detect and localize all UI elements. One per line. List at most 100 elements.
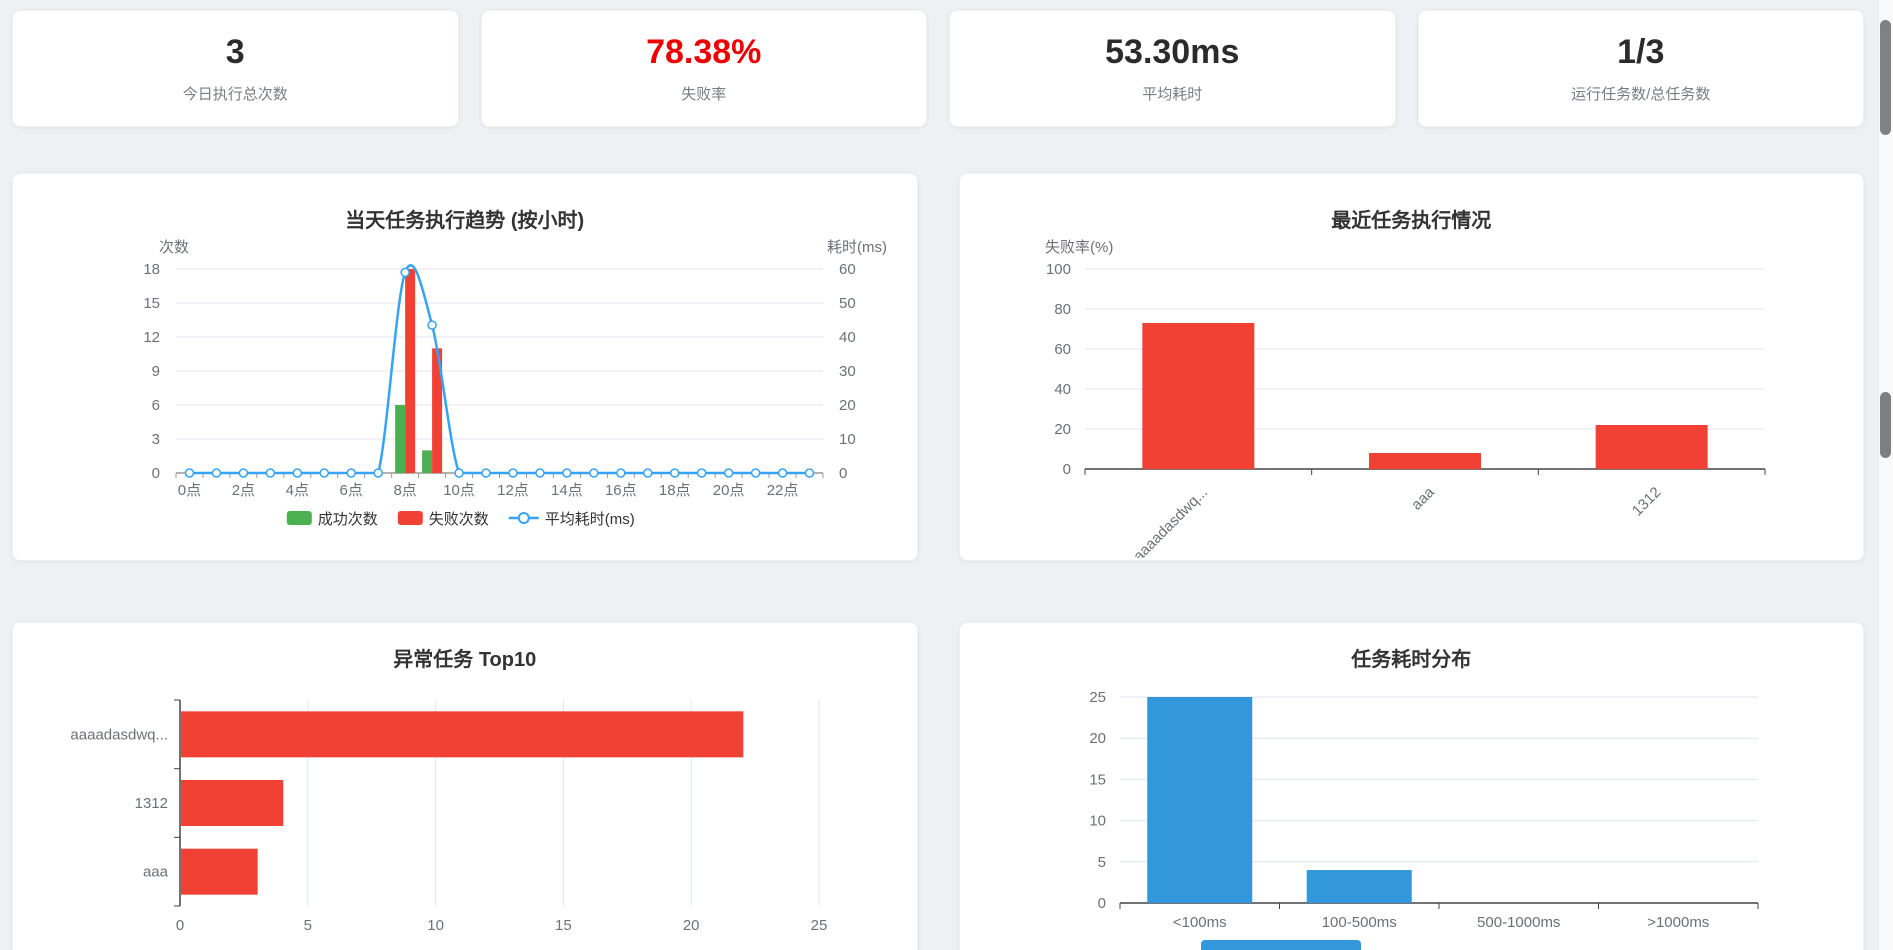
legend-item-1[interactable]: 失败次数: [397, 511, 489, 528]
x-axis-label: 4点: [286, 482, 309, 499]
bar-100-500ms[interactable]: [1306, 870, 1412, 903]
bar-1312[interactable]: [1595, 425, 1708, 469]
y-axis-label: aaa: [143, 864, 169, 881]
y-axis-tick: 20: [1054, 421, 1071, 438]
line-marker-21[interactable]: [750, 468, 761, 478]
bar-成功次数-8[interactable]: [395, 405, 406, 473]
line-marker-17[interactable]: [643, 468, 653, 478]
line-marker-7[interactable]: [373, 468, 383, 478]
y-axis-tick: 10: [1089, 813, 1106, 830]
line-marker-5[interactable]: [319, 468, 330, 478]
duration-distribution-chart[interactable]: 0 5 10 15 20 25 <100ms 100-500ms 500-1000ms >1000…: [960, 673, 1864, 950]
x-axis-label: aaaadasdwq...: [1130, 484, 1211, 558]
x-axis-label: 0点: [178, 482, 201, 499]
line-marker-15[interactable]: [589, 468, 599, 478]
bar-<100ms[interactable]: [1146, 697, 1252, 903]
line-marker-3[interactable]: [265, 468, 276, 478]
page-scrollbar-thumb[interactable]: [1880, 20, 1891, 135]
line-marker-6[interactable]: [346, 468, 356, 478]
hourly-trend-canvas[interactable]: 0 3 6 9 12 15 18 0 10 20 30 40 50 60 次数 耗时(ms) 0点 2点 4点 6点 8…: [13, 234, 909, 558]
y-axis-tick: 0: [1097, 895, 1105, 912]
abnormal-top10-chart[interactable]: 0 5 10 15 20 25 aaaadasdwq... 1312 aaa: [13, 673, 917, 950]
stat-card-average-duration: 53.30ms 平均耗时: [949, 10, 1396, 127]
page-scrollbar-track[interactable]: [1878, 0, 1893, 950]
line-marker-10[interactable]: [454, 468, 464, 478]
dashboard-content: 3 今日执行总次数 78.38% 失败率 53.30ms 平均耗时 1/3 运行…: [12, 10, 1864, 950]
right-axis-tick: 20: [839, 397, 856, 414]
y-axis-tick: 5: [1097, 854, 1105, 871]
line-marker-4[interactable]: [292, 468, 303, 478]
bar-aaaadasdwq...[interactable]: [181, 711, 744, 758]
left-axis-name: 次数: [159, 239, 189, 256]
line-marker-18[interactable]: [669, 468, 680, 478]
recent-tasks-chart[interactable]: 0 20 40 60 80 100 失败率(%) aaaadasdwq... aaa 1312: [960, 234, 1864, 558]
x-axis-label: 2点: [232, 482, 255, 499]
chart-card-abnormal-top10: 异常任务 Top10 0 5 10 15 20 25 aaaadasdwq... 1312 aa…: [12, 622, 918, 950]
bar-1312[interactable]: [181, 780, 284, 826]
x-axis-label: 1312: [1628, 484, 1664, 520]
line-marker-9[interactable]: [427, 320, 437, 330]
y-axis-tick: 100: [1045, 261, 1070, 278]
x-axis-tick: 0: [176, 917, 184, 934]
right-axis-tick: 50: [839, 295, 856, 312]
right-axis-tick: 10: [839, 431, 856, 448]
x-axis-label: 22点: [767, 482, 799, 499]
stat-value: 53.30ms: [1105, 32, 1240, 71]
line-marker-2[interactable]: [238, 468, 249, 478]
x-axis-label: 6点: [340, 482, 363, 499]
x-axis-label: 8点: [393, 482, 416, 499]
chart-title: 异常任务 Top10: [393, 649, 537, 671]
bar-失败次数-9[interactable]: [432, 348, 443, 473]
line-marker-12[interactable]: [508, 468, 518, 478]
line-marker-13[interactable]: [535, 468, 545, 478]
secondary-scrollbar-thumb[interactable]: [1880, 392, 1891, 458]
y-axis-tick: 40: [1054, 381, 1071, 398]
legend-item-0[interactable]: 成功次数: [286, 511, 378, 528]
line-marker-8[interactable]: [400, 267, 410, 278]
x-axis-tick: 15: [555, 917, 572, 934]
x-axis-tick: 5: [304, 917, 312, 934]
abnormal-top10-canvas[interactable]: 0 5 10 15 20 25 aaaadasdwq... 1312 aaa: [13, 673, 909, 950]
left-axis-tick: 12: [143, 329, 160, 346]
x-axis-tick: 20: [683, 917, 700, 934]
line-marker-11[interactable]: [481, 468, 491, 478]
chart-card-recent-tasks: 最近任务执行情况 0 20 40 60 80 100 失败率(%) aaaadasdwq...…: [958, 173, 1864, 561]
recent-tasks-canvas[interactable]: 0 20 40 60 80 100 失败率(%) aaaadasdwq... aaa 1312: [960, 234, 1865, 558]
line-marker-23[interactable]: [804, 468, 815, 478]
left-axis-tick: 3: [152, 431, 160, 448]
line-marker-0[interactable]: [184, 468, 195, 478]
chart-title: 最近任务执行情况: [1331, 210, 1492, 232]
cutoff-blue-bar: [1201, 940, 1361, 950]
bar-失败次数-8[interactable]: [405, 269, 416, 473]
bar-成功次数-9[interactable]: [422, 450, 433, 473]
x-axis-label: aaa: [1408, 483, 1438, 513]
avg-duration-line[interactable]: [189, 264, 810, 475]
x-axis-label: 100-500ms: [1321, 914, 1396, 931]
stats-row: 3 今日执行总次数 78.38% 失败率 53.30ms 平均耗时 1/3 运行…: [12, 10, 1864, 127]
right-axis-tick: 40: [839, 329, 856, 346]
bar-aaa[interactable]: [181, 848, 258, 895]
x-axis-label: 14点: [551, 482, 583, 499]
line-marker-14[interactable]: [562, 468, 572, 478]
line-marker-1[interactable]: [211, 468, 222, 478]
right-axis-name: 耗时(ms): [827, 239, 887, 256]
x-axis-label: 20点: [713, 482, 745, 499]
line-marker-16[interactable]: [616, 468, 626, 478]
legend-item-2[interactable]: 平均耗时(ms): [508, 511, 635, 528]
stat-card-failure-rate: 78.38% 失败率: [480, 10, 927, 127]
charts-row-bottom: 异常任务 Top10 0 5 10 15 20 25 aaaadasdwq... 1312 aa…: [12, 622, 1864, 950]
bar-aaa[interactable]: [1368, 453, 1481, 469]
line-marker-20[interactable]: [723, 468, 734, 478]
duration-distribution-canvas[interactable]: 0 5 10 15 20 25 <100ms 100-500ms 500-1000ms >1000…: [960, 673, 1865, 950]
chart-card-hourly-trend: 当天任务执行趋势 (按小时) 0 3 6 9 12 15 18 0 10 20 30 40 50 60 次数…: [12, 173, 918, 561]
stat-label: 平均耗时: [1142, 85, 1203, 103]
bar-aaaadasdwq...[interactable]: [1141, 323, 1254, 469]
charts-row-top: 当天任务执行趋势 (按小时) 0 3 6 9 12 15 18 0 10 20 30 40 50 60 次数…: [12, 173, 1864, 561]
y-axis-tick: 60: [1054, 341, 1071, 358]
line-marker-22[interactable]: [777, 468, 788, 478]
legend-label: 失败次数: [429, 511, 489, 528]
y-axis-tick: 0: [1062, 461, 1070, 478]
y-axis-tick: 15: [1089, 771, 1106, 788]
hourly-trend-chart[interactable]: 0 3 6 9 12 15 18 0 10 20 30 40 50 60 次数 耗时(ms) 0点 2点 4点 6点 8…: [13, 234, 917, 558]
line-marker-19[interactable]: [696, 468, 707, 478]
